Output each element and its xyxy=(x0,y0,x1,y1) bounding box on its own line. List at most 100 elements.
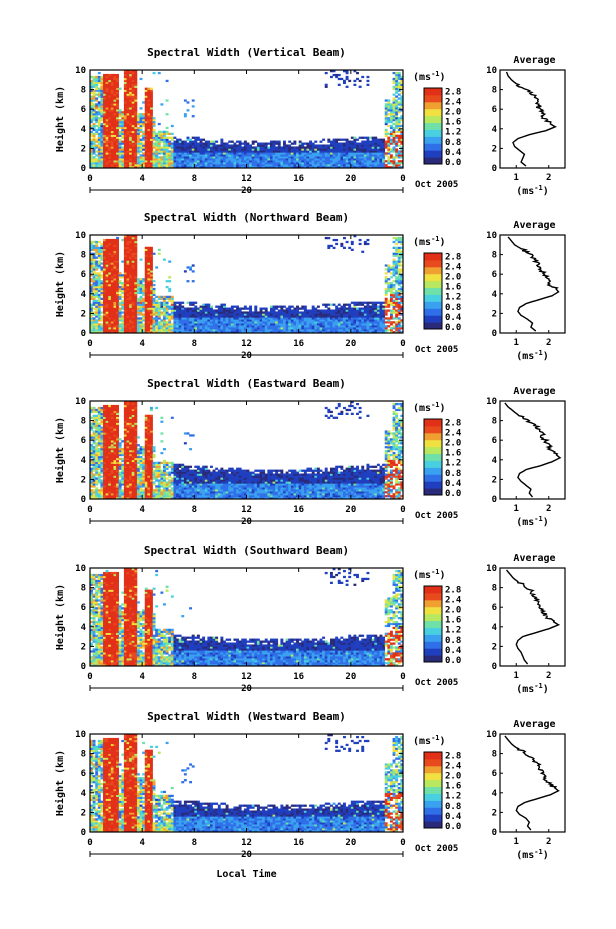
heatmap-cell xyxy=(144,284,148,287)
heatmap-cell xyxy=(113,307,117,310)
heatmap-cell xyxy=(178,144,182,147)
avg-y-tick-label: 6 xyxy=(492,105,497,115)
heatmap-cell xyxy=(361,317,365,320)
heatmap-cell xyxy=(241,329,245,332)
heatmap-cell xyxy=(366,315,370,318)
heatmap-cell xyxy=(387,142,391,145)
heatmap-cell xyxy=(168,154,172,157)
heatmap-cell xyxy=(343,79,346,83)
heatmap-cell xyxy=(155,321,159,324)
heatmap-cell xyxy=(126,111,130,114)
heatmap-cell xyxy=(105,79,109,83)
heatmap-cell xyxy=(163,323,166,326)
heatmap-cell xyxy=(345,303,349,306)
heatmap-cell xyxy=(345,313,349,316)
heatmap-cell xyxy=(269,331,273,334)
heatmap-cell xyxy=(95,128,99,132)
heatmap-cell xyxy=(343,305,346,308)
heatmap-cell xyxy=(129,144,133,147)
heatmap-cell xyxy=(290,331,294,334)
heatmap-cell xyxy=(144,285,148,289)
heatmap-cell xyxy=(288,140,292,143)
heatmap-cell xyxy=(97,313,101,316)
heatmap-cell xyxy=(356,154,359,157)
heatmap-cell xyxy=(397,124,401,128)
heatmap-cell xyxy=(126,252,130,255)
heatmap-cell xyxy=(363,327,367,330)
heatmap-cell xyxy=(233,146,237,149)
heatmap-cell xyxy=(212,146,216,149)
heatmap-cell xyxy=(118,289,122,293)
heatmap-cell xyxy=(149,115,153,118)
heatmap-cell xyxy=(116,299,119,302)
heatmap-cell xyxy=(298,144,302,147)
heatmap-cell xyxy=(121,325,125,328)
heatmap-cell xyxy=(131,285,135,289)
heatmap-cell xyxy=(345,70,349,73)
heatmap-cell xyxy=(136,317,140,320)
heatmap-cell xyxy=(277,162,281,165)
heatmap-cell xyxy=(264,142,268,145)
heatmap-cell xyxy=(103,299,106,302)
heatmap-cell xyxy=(207,321,211,324)
heatmap-cell xyxy=(309,164,313,167)
heatmap-cell xyxy=(199,321,203,324)
heatmap-cell xyxy=(123,83,127,86)
heatmap-cell xyxy=(149,160,153,163)
heatmap-cell xyxy=(176,309,179,312)
heatmap-cell xyxy=(230,305,234,308)
heatmap-cell xyxy=(217,325,221,328)
heatmap-cell xyxy=(100,115,104,118)
heatmap-cell xyxy=(108,73,112,77)
heatmap-cell xyxy=(230,311,234,314)
date-label: Oct 2005 xyxy=(415,180,458,190)
heatmap-cell xyxy=(236,327,239,330)
heatmap-cell xyxy=(144,158,148,161)
heatmap-cell xyxy=(366,79,370,83)
heatmap-cell xyxy=(371,136,375,139)
heatmap-cell xyxy=(176,315,179,318)
heatmap-cell xyxy=(149,97,153,100)
heatmap-cell xyxy=(392,119,396,122)
heatmap-cell xyxy=(131,242,135,246)
heatmap-cell xyxy=(142,309,146,312)
heatmap-cell xyxy=(108,266,112,269)
heatmap-cell xyxy=(152,309,156,312)
heatmap-cell xyxy=(389,140,393,143)
heatmap-cell xyxy=(155,311,159,314)
heatmap-cell xyxy=(165,113,169,116)
heatmap-cell xyxy=(277,148,281,151)
heatmap-cell xyxy=(264,166,268,169)
heatmap-cell xyxy=(191,142,195,145)
heatmap-cell xyxy=(173,140,177,143)
heatmap-cell xyxy=(191,154,195,157)
heatmap-cell xyxy=(324,317,328,320)
heatmap-cell xyxy=(147,323,151,326)
heatmap-cell xyxy=(384,309,388,312)
heatmap-cell xyxy=(92,262,96,265)
heatmap-cell xyxy=(376,148,380,151)
heatmap-cell xyxy=(191,307,195,310)
heatmap-cell xyxy=(110,264,114,267)
heatmap-cell xyxy=(123,297,127,300)
heatmap-cell xyxy=(147,246,151,250)
heatmap-cell xyxy=(92,276,96,279)
heatmap-cell xyxy=(97,315,101,318)
heatmap-cell xyxy=(204,160,208,163)
heatmap-cell xyxy=(105,146,109,149)
heatmap-cell xyxy=(298,156,302,159)
heatmap-cell xyxy=(126,236,130,240)
heatmap-cell xyxy=(343,327,346,330)
heatmap-cell xyxy=(136,299,140,302)
heatmap-cell xyxy=(139,297,143,300)
heatmap-cell xyxy=(100,331,104,334)
heatmap-cell xyxy=(230,325,234,328)
heatmap-cell xyxy=(369,315,372,318)
heatmap-cell xyxy=(103,289,106,293)
heatmap-cell xyxy=(173,317,177,320)
heatmap-cell xyxy=(126,319,130,322)
colorbar-tick-label: 2.4 xyxy=(445,97,462,107)
heatmap-cell xyxy=(363,331,367,334)
heatmap-cell xyxy=(194,156,198,159)
heatmap-cell xyxy=(147,256,151,259)
